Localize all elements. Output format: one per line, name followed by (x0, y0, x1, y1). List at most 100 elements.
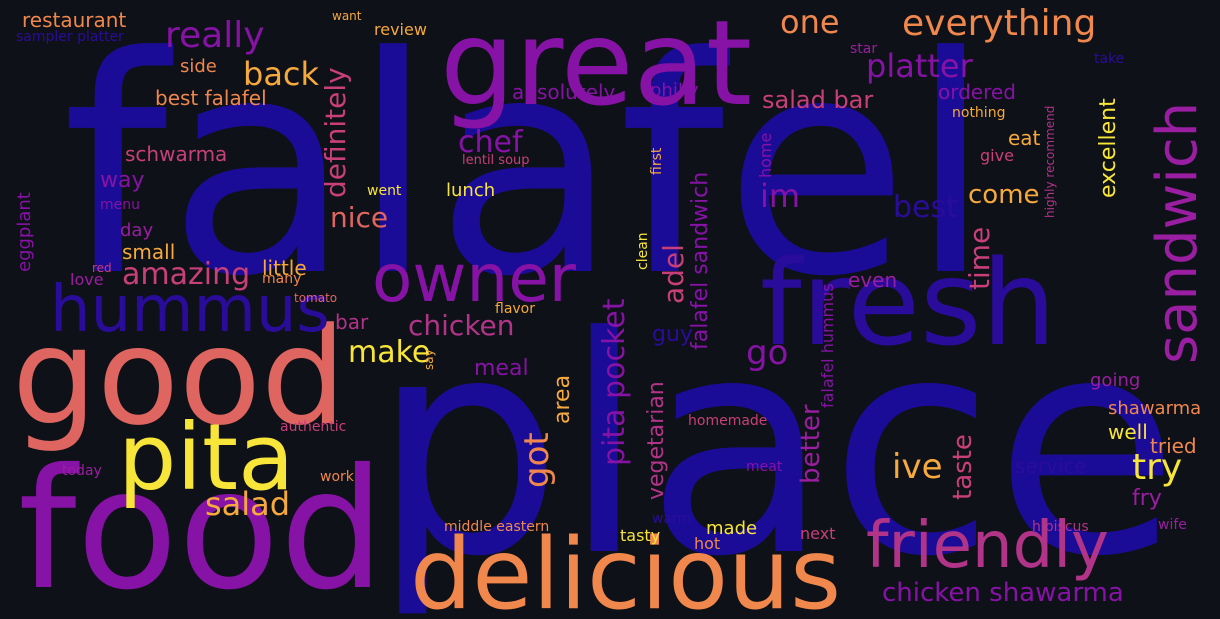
word-platter: platter (866, 47, 973, 85)
word-give: give (980, 146, 1014, 165)
word-fresh: fresh (760, 234, 1057, 372)
word-well: well (1108, 420, 1148, 444)
word-ordered: ordered (938, 80, 1016, 104)
word-say: say (422, 349, 436, 370)
word-eggplant: eggplant (14, 192, 35, 272)
word-first: first (649, 147, 665, 175)
word-way: way (100, 168, 145, 193)
word-try: try (1132, 447, 1183, 488)
word-vegetarian: vegetarian (644, 381, 669, 500)
word-red: red (92, 261, 112, 275)
word-love: love (70, 270, 104, 289)
word-today: today (62, 463, 102, 479)
word-falafel: falafel (62, 0, 993, 342)
word-even: even (848, 268, 898, 292)
word-place: place (372, 273, 1180, 619)
word-tried: tried (1150, 434, 1197, 458)
word-chicken: chicken (408, 309, 515, 342)
word-menu: menu (100, 197, 140, 213)
word-chef: chef (458, 125, 523, 160)
word-work: work (320, 469, 354, 485)
word-salad: salad (205, 485, 291, 523)
word-great: great (440, 0, 752, 132)
word-hot: hot (694, 534, 721, 553)
word-salad-bar: salad bar (762, 86, 874, 114)
word-friendly: friendly (866, 509, 1109, 583)
word-highly-recommend: highly recommend (1043, 105, 1057, 218)
word-chicken-shawarma: chicken shawarma (882, 578, 1124, 608)
word-philly: philly (650, 80, 699, 101)
word-going: going (1090, 370, 1141, 391)
word-nice: nice (330, 201, 389, 234)
word-absolutely: absolutely (512, 80, 616, 104)
word-delicious: delicious (410, 518, 842, 619)
word-amazing: amazing (122, 257, 251, 292)
word-excellent: excellent (1096, 98, 1121, 198)
word-star: star (850, 41, 878, 57)
word-side: side (180, 56, 217, 77)
word-schwarma: schwarma (125, 142, 228, 166)
word-many: many (262, 271, 302, 287)
word-food: food (18, 434, 385, 619)
word-sampler-platter: sampler platter (16, 29, 124, 45)
word-little: little (262, 256, 307, 280)
word-made: made (706, 518, 758, 539)
word-tasty: tasty (620, 526, 661, 545)
word-fry: fry (1132, 486, 1162, 511)
word-lentil-soup: lentil soup (462, 153, 530, 168)
word-day: day (120, 220, 154, 241)
word-want: want (332, 9, 362, 23)
word-meal: meal (474, 356, 529, 381)
word-review: review (374, 20, 427, 39)
word-nothing: nothing (952, 105, 1006, 121)
word-bar: bar (335, 310, 369, 334)
word-small: small (122, 240, 176, 264)
word-area: area (550, 374, 575, 424)
word-restaurant: restaurant (22, 8, 127, 32)
word-wife: wife (1158, 517, 1187, 533)
word-better: better (796, 404, 826, 484)
word-clean: clean (635, 232, 651, 270)
word-got: got (517, 432, 557, 488)
word-take: take (1094, 51, 1125, 67)
word-pita: pita (118, 404, 295, 511)
word-next: next (800, 524, 836, 543)
word-middle-eastern: middle eastern (444, 519, 550, 535)
word-warm: warm (652, 511, 692, 527)
word-really: really (165, 15, 265, 56)
word-service: service (1015, 454, 1087, 478)
word-time: time (963, 226, 996, 290)
word-meat: meat (746, 459, 783, 475)
word-lunch: lunch (446, 180, 496, 201)
word-back: back (243, 55, 320, 93)
word-home: home (756, 132, 775, 178)
word-come: come (968, 180, 1040, 210)
word-best: best (893, 190, 958, 225)
word-guy: guy (652, 322, 693, 347)
word-flavor: flavor (495, 301, 536, 317)
word-sandwich: sandwich (1145, 101, 1210, 364)
word-ive: ive (892, 447, 943, 487)
word-went: went (367, 183, 402, 199)
word-taste: taste (948, 434, 978, 500)
word-best-falafel: best falafel (155, 86, 267, 110)
word-go: go (746, 333, 789, 373)
word-pita-pocket: pita pocket (597, 298, 632, 466)
word-one: one (780, 3, 840, 41)
word-eat: eat (1008, 126, 1041, 150)
word-falafel-hummus: falafel hummus (818, 283, 837, 408)
word-definitely: definitely (319, 67, 352, 198)
word-shawarma: shawarma (1108, 398, 1202, 419)
word-authentic: authentic (280, 419, 347, 435)
word-falafel-sandwich: falafel sandwich (688, 171, 713, 350)
word-everything: everything (902, 3, 1097, 44)
word-make: make (348, 335, 431, 370)
word-owner: owner (372, 240, 576, 317)
word-tomato: tomato (294, 291, 338, 305)
word-hummus: hummus (50, 273, 330, 347)
word-im: im (760, 177, 801, 215)
word-good: good (12, 299, 347, 455)
word-homemade: homemade (688, 413, 768, 429)
word-adel: adel (657, 244, 690, 304)
